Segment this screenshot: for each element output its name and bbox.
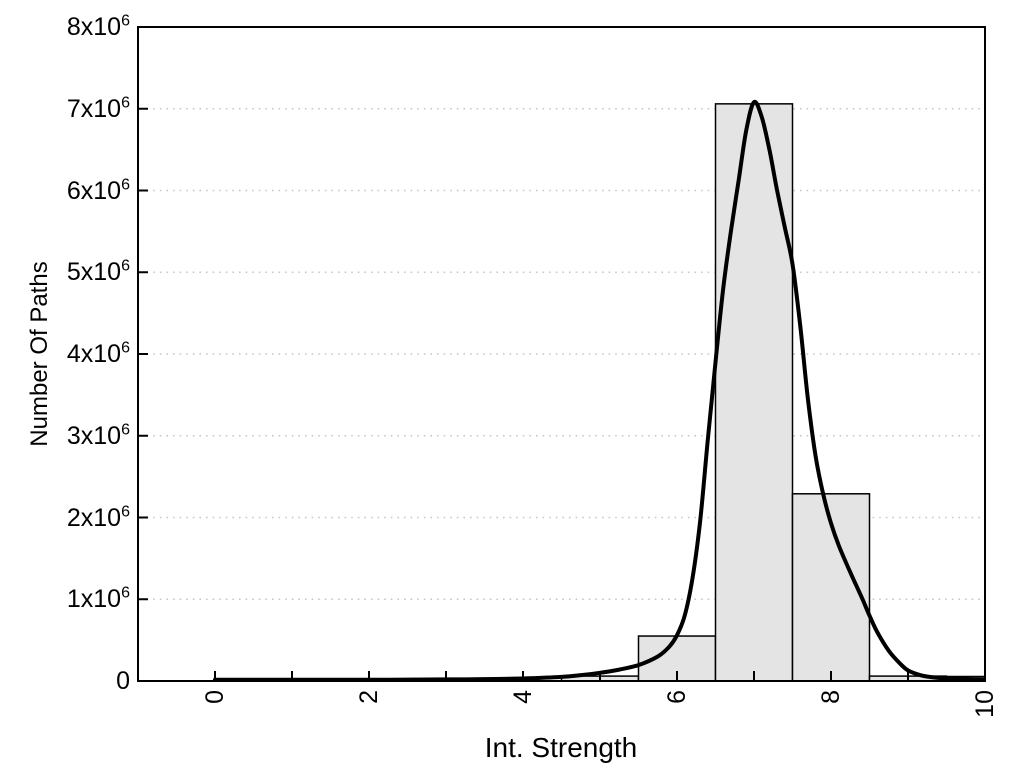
x-tick-label: 2 [355, 690, 383, 704]
y-tick-label: 1x106 [66, 584, 130, 614]
x-tick-label: 4 [509, 690, 537, 704]
y-tick-label: 8x106 [66, 12, 130, 41]
y-tick-label: 0 [116, 667, 130, 695]
y-tick-label: 2x106 [66, 503, 130, 532]
y-tick-label: 5x106 [66, 257, 130, 287]
x-tick-label: 6 [663, 690, 691, 704]
x-tick-label: 8 [817, 690, 845, 704]
y-tick-label: 6x106 [66, 176, 130, 205]
histogram-bar [714, 103, 794, 681]
y-tick-label: 4x106 [66, 339, 130, 368]
x-tick-label: 10 [971, 690, 999, 718]
y-tick-label: 3x106 [66, 421, 130, 450]
plot-border [137, 26, 986, 682]
fit-curve [213, 99, 985, 681]
x-tick-label: 0 [201, 690, 229, 704]
x-axis-title: Int. Strength [484, 732, 638, 763]
y-tick-label: 7x106 [66, 94, 130, 123]
